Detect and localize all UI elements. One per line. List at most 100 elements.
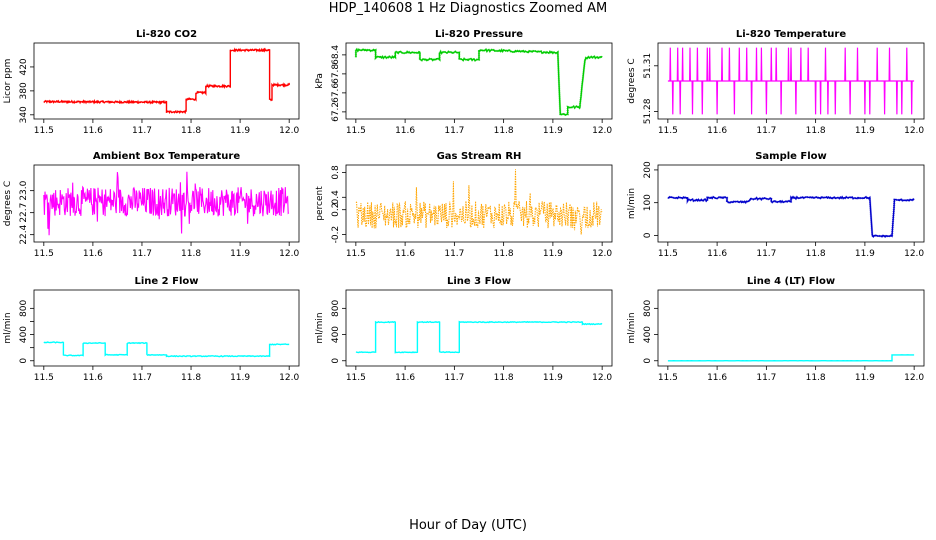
chart-panel-4: Ambient Box Temperature degrees C 11.5 11.6… bbox=[3, 151, 299, 259]
x-tick-label: 11.5 bbox=[658, 249, 678, 259]
panel-title: Line 2 Flow bbox=[135, 276, 199, 287]
data-series-Line3 bbox=[355, 320, 603, 354]
y-axis-label: Licor ppm bbox=[3, 59, 13, 104]
panel-title: Li-820 Pressure bbox=[435, 29, 523, 40]
y-tick-label: 23.0 bbox=[19, 180, 29, 200]
y-tick-label: 68.4 bbox=[331, 45, 341, 65]
panel-title: Li-820 Temperature bbox=[736, 29, 846, 40]
plot-frame bbox=[657, 42, 925, 120]
x-tick-label: 11.7 bbox=[444, 249, 464, 259]
x-tick-label: 11.6 bbox=[707, 126, 727, 136]
x-tick-label: 11.7 bbox=[756, 373, 776, 383]
x-tick-label: 11.5 bbox=[346, 126, 366, 136]
y-tick-label: 0.4 bbox=[331, 190, 341, 205]
x-tick-label: 11.9 bbox=[543, 126, 563, 136]
plot-area bbox=[667, 47, 915, 115]
x-tick-label: 11.5 bbox=[34, 126, 54, 136]
y-axis-label: degrees C bbox=[3, 181, 13, 226]
x-tick-label: 12.0 bbox=[904, 249, 924, 259]
x-tick-label: 11.6 bbox=[83, 249, 103, 259]
panel-title: Line 4 (LT) Flow bbox=[747, 276, 835, 287]
y-tick-label: 400 bbox=[331, 326, 341, 343]
y-tick-label: 200 bbox=[643, 161, 653, 178]
x-tick-label: 12.0 bbox=[279, 126, 299, 136]
y-tick-label: 420 bbox=[19, 58, 29, 75]
y-tick-label: 0 bbox=[643, 232, 653, 238]
y-tick-label: 67.6 bbox=[331, 83, 341, 103]
y-axis-label: ml/min bbox=[315, 312, 325, 343]
x-tick-label: 12.0 bbox=[592, 249, 612, 259]
x-tick-label: 11.5 bbox=[658, 373, 678, 383]
x-tick-label: 11.7 bbox=[132, 249, 152, 259]
y-tick-label: 0 bbox=[19, 358, 29, 364]
y-tick-label: 22.7 bbox=[19, 203, 29, 223]
y-tick-label: 340 bbox=[19, 106, 29, 123]
plot-area bbox=[355, 320, 603, 354]
x-tick-label: 11.7 bbox=[444, 373, 464, 383]
x-tick-label: 11.5 bbox=[34, 373, 54, 383]
chart-panel-5: Gas Stream RH percent 11.5 11.6 11.7 11.8 11.9… bbox=[315, 151, 612, 259]
data-series-Line4 bbox=[667, 354, 915, 362]
chart-panel-9: Line 4 (LT) Flow ml/min 11.5 11.6 11.7 11.8 11… bbox=[627, 276, 924, 383]
x-tick-label: 11.6 bbox=[83, 126, 103, 136]
x-tick-label: 11.7 bbox=[444, 126, 464, 136]
x-tick-label: 11.9 bbox=[230, 126, 250, 136]
plot-area bbox=[43, 171, 290, 236]
plot-frame bbox=[657, 289, 925, 367]
plot-frame bbox=[33, 42, 300, 120]
data-series-Line2 bbox=[43, 341, 290, 358]
panel-title: Li-820 CO2 bbox=[136, 29, 197, 40]
chart-panel-7: Line 2 Flow ml/min 11.5 11.6 11.7 11.8 11.9 12.… bbox=[3, 276, 299, 383]
chart-panel-3: Li-820 Temperature degrees C 11.5 11.6 11.7 1… bbox=[627, 29, 924, 136]
plot-frame bbox=[345, 289, 613, 367]
x-tick-label: 12.0 bbox=[279, 373, 299, 383]
x-tick-label: 11.5 bbox=[658, 126, 678, 136]
data-series-Temperature bbox=[667, 47, 915, 115]
x-tick-label: 11.6 bbox=[707, 249, 727, 259]
x-tick-label: 11.5 bbox=[346, 373, 366, 383]
y-axis-label: percent bbox=[315, 186, 325, 221]
plot-area bbox=[667, 354, 915, 362]
y-tick-label: 400 bbox=[643, 326, 653, 343]
plot-area bbox=[354, 47, 603, 117]
y-axis-label: degrees C bbox=[627, 58, 637, 103]
x-tick-label: 11.8 bbox=[806, 373, 826, 383]
y-axis-label: ml/min bbox=[3, 312, 13, 343]
plot-frame bbox=[33, 164, 300, 243]
y-axis-label: kPa bbox=[315, 73, 325, 89]
y-tick-label: 400 bbox=[19, 326, 29, 343]
chart-panel-2: Li-820 Pressure kPa 11.5 11.6 11.7 11.8 11.9 12… bbox=[315, 29, 612, 136]
x-tick-label: 11.8 bbox=[494, 126, 514, 136]
chart-panel-6: Sample Flow ml/min 11.5 11.6 11.7 11.8 11.9 12.… bbox=[627, 151, 924, 259]
x-tick-label: 11.6 bbox=[395, 126, 415, 136]
x-tick-label: 11.9 bbox=[855, 126, 875, 136]
y-tick-label: 800 bbox=[643, 299, 653, 316]
y-axis-label: ml/min bbox=[627, 188, 637, 219]
y-tick-label: 0 bbox=[331, 358, 341, 364]
panel-title: Sample Flow bbox=[755, 151, 827, 162]
y-tick-label: 67.8 bbox=[331, 64, 341, 84]
plot-area bbox=[43, 47, 290, 115]
plot-frame bbox=[33, 289, 300, 367]
y-tick-label: 800 bbox=[19, 299, 29, 316]
x-tick-label: 11.8 bbox=[806, 126, 826, 136]
x-tick-label: 11.9 bbox=[855, 373, 875, 383]
panel-title: Gas Stream RH bbox=[437, 151, 522, 162]
y-tick-label: 0.2 bbox=[331, 203, 341, 217]
x-tick-label: 11.8 bbox=[494, 373, 514, 383]
x-tick-label: 11.6 bbox=[83, 373, 103, 383]
x-tick-label: 11.9 bbox=[855, 249, 875, 259]
data-series-Pressure bbox=[355, 48, 603, 116]
x-tick-label: 11.7 bbox=[132, 126, 152, 136]
data-markers-Pressure bbox=[354, 47, 603, 117]
x-tick-label: 12.0 bbox=[592, 373, 612, 383]
plot-area bbox=[43, 341, 290, 358]
y-tick-label: 800 bbox=[331, 299, 341, 316]
x-tick-label: 11.8 bbox=[494, 249, 514, 259]
data-series-AmbientTemp bbox=[43, 171, 290, 236]
x-tick-label: 11.5 bbox=[34, 249, 54, 259]
plot-frame bbox=[345, 42, 613, 120]
x-tick-label: 11.8 bbox=[806, 249, 826, 259]
x-tick-label: 11.7 bbox=[756, 126, 776, 136]
